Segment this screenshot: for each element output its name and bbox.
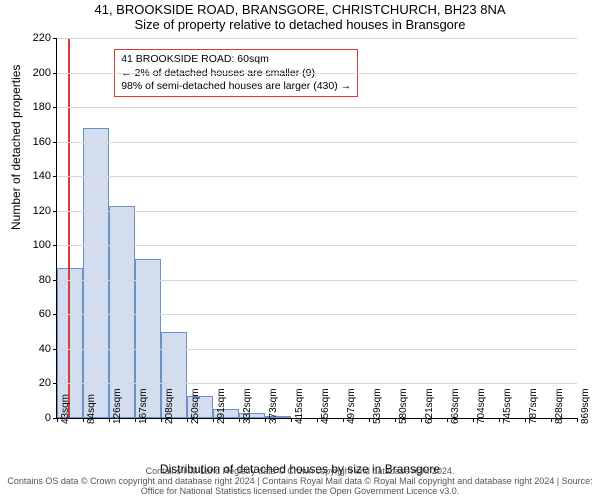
x-tick-mark (291, 418, 292, 422)
y-tick-label: 180 (33, 101, 51, 113)
x-tick-mark (551, 418, 552, 422)
x-tick-label: 332sqm (242, 388, 253, 424)
y-tick-mark (53, 73, 57, 74)
gridline (57, 142, 577, 143)
y-tick-label: 0 (45, 412, 51, 424)
y-tick-mark (53, 245, 57, 246)
gridline (57, 245, 577, 246)
page-title: 41, BROOKSIDE ROAD, BRANSGORE, CHRISTCHU… (0, 0, 600, 17)
histogram-bar (83, 128, 109, 418)
gridline (57, 211, 577, 212)
x-tick-label: 828sqm (554, 388, 565, 424)
x-tick-label: 787sqm (528, 388, 539, 424)
x-tick-mark (109, 418, 110, 422)
x-tick-label: 43sqm (60, 394, 71, 424)
y-tick-label: 160 (33, 136, 51, 148)
y-tick-mark (53, 383, 57, 384)
chart-area: 41 BROOKSIDE ROAD: 60sqm← 2% of detached… (56, 38, 590, 422)
y-tick-mark (53, 176, 57, 177)
x-tick-label: 580sqm (398, 388, 409, 424)
y-tick-label: 220 (33, 32, 51, 44)
x-tick-mark (213, 418, 214, 422)
x-tick-label: 621sqm (424, 388, 435, 424)
annotation-line: 41 BROOKSIDE ROAD: 60sqm (121, 53, 351, 66)
x-tick-label: 250sqm (190, 388, 201, 424)
x-tick-mark (317, 418, 318, 422)
gridline (57, 280, 577, 281)
gridline (57, 349, 577, 350)
x-tick-mark (187, 418, 188, 422)
x-tick-label: 869sqm (580, 388, 591, 424)
y-tick-label: 200 (33, 67, 51, 79)
plot-area: 41 BROOKSIDE ROAD: 60sqm← 2% of detached… (56, 38, 577, 419)
x-tick-mark (343, 418, 344, 422)
x-tick-mark (421, 418, 422, 422)
gridline (57, 314, 577, 315)
y-tick-label: 100 (33, 239, 51, 251)
gridline (57, 176, 577, 177)
x-tick-label: 208sqm (164, 388, 175, 424)
y-tick-mark (53, 38, 57, 39)
y-tick-label: 20 (39, 377, 51, 389)
x-tick-mark (447, 418, 448, 422)
x-tick-mark (239, 418, 240, 422)
x-tick-label: 704sqm (476, 388, 487, 424)
gridline (57, 383, 577, 384)
x-tick-label: 415sqm (294, 388, 305, 424)
x-tick-mark (395, 418, 396, 422)
y-tick-mark (53, 211, 57, 212)
y-tick-mark (53, 280, 57, 281)
histogram-bar (109, 206, 135, 418)
x-tick-mark (83, 418, 84, 422)
x-tick-label: 663sqm (450, 388, 461, 424)
gridline (57, 38, 577, 39)
x-tick-mark (135, 418, 136, 422)
x-tick-label: 539sqm (372, 388, 383, 424)
x-tick-mark (473, 418, 474, 422)
y-axis-label: Number of detached properties (9, 65, 23, 230)
footer-line2: Contains OS data © Crown copyright and d… (0, 477, 600, 497)
annotation-line: 98% of semi-detached houses are larger (… (121, 80, 351, 93)
x-tick-label: 291sqm (216, 388, 227, 424)
page: 41, BROOKSIDE ROAD, BRANSGORE, CHRISTCHU… (0, 0, 600, 500)
x-tick-label: 745sqm (502, 388, 513, 424)
y-tick-label: 80 (39, 274, 51, 286)
x-tick-mark (525, 418, 526, 422)
x-tick-mark (369, 418, 370, 422)
gridline (57, 107, 577, 108)
y-tick-mark (53, 142, 57, 143)
y-tick-mark (53, 314, 57, 315)
y-tick-label: 120 (33, 205, 51, 217)
x-tick-mark (265, 418, 266, 422)
x-tick-label: 497sqm (346, 388, 357, 424)
x-tick-label: 126sqm (112, 388, 123, 424)
x-tick-mark (57, 418, 58, 422)
y-tick-mark (53, 349, 57, 350)
x-tick-label: 456sqm (320, 388, 331, 424)
x-tick-label: 84sqm (86, 394, 97, 424)
x-tick-label: 373sqm (268, 388, 279, 424)
footer: Contains HM Land Registry data © Crown c… (0, 467, 600, 497)
x-tick-label: 167sqm (138, 388, 149, 424)
page-subtitle: Size of property relative to detached ho… (0, 17, 600, 32)
x-tick-mark (499, 418, 500, 422)
y-tick-label: 60 (39, 308, 51, 320)
x-tick-mark (161, 418, 162, 422)
property-marker-line (68, 38, 70, 418)
gridline (57, 73, 577, 74)
y-tick-label: 40 (39, 343, 51, 355)
x-tick-mark (577, 418, 578, 422)
y-tick-label: 140 (33, 170, 51, 182)
y-tick-mark (53, 107, 57, 108)
